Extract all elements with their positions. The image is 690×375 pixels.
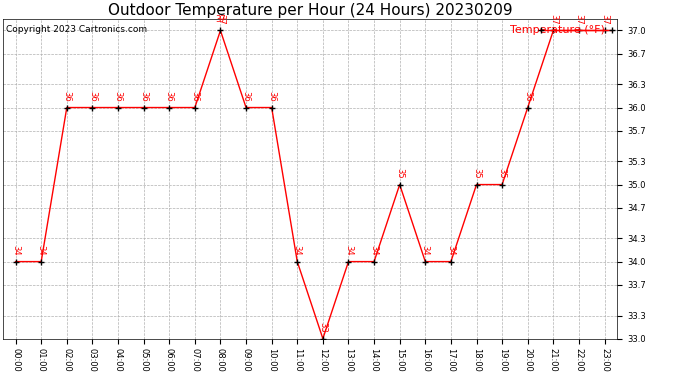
Text: Copyright 2023 Cartronics.com: Copyright 2023 Cartronics.com	[6, 26, 147, 34]
Title: Outdoor Temperature per Hour (24 Hours) 20230209: Outdoor Temperature per Hour (24 Hours) …	[108, 3, 513, 18]
Text: 34: 34	[293, 245, 302, 256]
Text: 37: 37	[600, 14, 609, 25]
Text: 35: 35	[497, 168, 506, 179]
Text: 36: 36	[114, 91, 123, 102]
Text: 35: 35	[472, 168, 481, 179]
Text: Temperature (°F): Temperature (°F)	[510, 26, 605, 35]
Text: 36: 36	[139, 91, 148, 102]
Text: 36: 36	[267, 91, 276, 102]
Text: 37: 37	[575, 14, 584, 25]
Text: 34: 34	[344, 245, 353, 256]
Text: 36: 36	[190, 91, 199, 102]
Text: 36: 36	[62, 91, 71, 102]
Text: 34: 34	[421, 245, 430, 256]
Text: 36: 36	[241, 91, 250, 102]
Text: 36: 36	[523, 91, 532, 102]
Text: 35: 35	[395, 168, 404, 179]
Text: 34: 34	[37, 245, 46, 256]
Text: 34: 34	[446, 245, 455, 256]
Text: 37: 37	[216, 14, 225, 25]
Text: 36: 36	[165, 91, 174, 102]
Text: 37: 37	[549, 14, 558, 25]
Text: 34: 34	[11, 245, 20, 256]
Text: 33: 33	[318, 322, 327, 333]
Text: 36: 36	[88, 91, 97, 102]
Text: 34: 34	[370, 245, 379, 256]
Text: 37: 37	[215, 15, 226, 24]
